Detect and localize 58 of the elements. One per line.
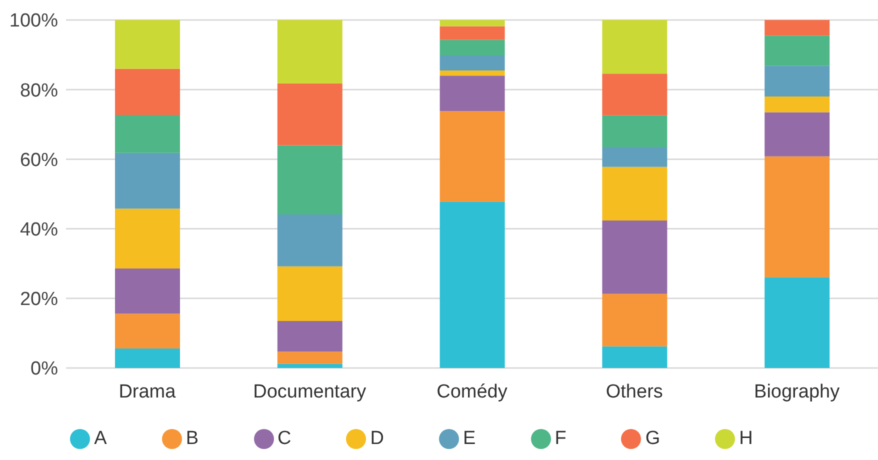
bar: [764, 20, 830, 36]
bar: [764, 96, 830, 112]
x-tick-label: Documentary: [253, 381, 367, 402]
bar: [602, 166, 668, 220]
bar: [277, 352, 342, 364]
bar: [115, 68, 180, 116]
bar: [764, 112, 830, 156]
bar: [277, 20, 342, 84]
bar: [277, 83, 342, 146]
bar: [602, 346, 668, 368]
x-tick-label: Comédy: [436, 381, 508, 402]
bar: [602, 74, 668, 116]
legend-label: C: [278, 428, 292, 449]
bar: [602, 115, 668, 148]
legend-label: D: [370, 428, 384, 449]
bar: [115, 115, 180, 153]
legend-label: E: [463, 428, 476, 449]
legend-label: A: [94, 428, 107, 449]
legend-label: H: [739, 428, 753, 449]
bar: [602, 147, 668, 167]
bar: [115, 208, 180, 268]
bar: [602, 20, 668, 74]
bar: [277, 321, 342, 352]
x-tick-label: Drama: [118, 381, 176, 402]
bar: [277, 214, 342, 266]
x-tick-label: Others: [606, 381, 663, 402]
bar: [440, 111, 505, 202]
bar: [440, 20, 505, 26]
bar: [115, 314, 180, 349]
bar: [277, 266, 342, 322]
bar: [440, 76, 505, 112]
bar: [602, 294, 668, 346]
bar: [764, 277, 830, 368]
bar: [440, 26, 505, 40]
bar: [602, 220, 668, 294]
bar: [440, 55, 505, 70]
bar: [440, 202, 505, 368]
bar: [115, 268, 180, 314]
y-tick-label: 0%: [30, 358, 58, 380]
bar: [764, 36, 830, 66]
bar: [277, 145, 342, 215]
y-tick-label: 60%: [20, 150, 58, 171]
bar: [440, 40, 505, 56]
bar: [764, 66, 830, 97]
y-tick-label: 80%: [20, 80, 58, 102]
legend-label: F: [554, 428, 566, 449]
bar: [115, 348, 180, 368]
bar: [115, 20, 180, 69]
bar: [277, 364, 342, 368]
bar: [115, 152, 180, 209]
legend-label: B: [186, 428, 199, 449]
bar: [764, 156, 830, 278]
y-tick-label: 40%: [20, 220, 58, 241]
y-tick-label: 100%: [9, 10, 58, 32]
y-tick-label: 20%: [20, 289, 58, 310]
x-tick-label: Biography: [754, 381, 840, 402]
bar: [440, 70, 505, 76]
legend-label: G: [645, 428, 660, 449]
